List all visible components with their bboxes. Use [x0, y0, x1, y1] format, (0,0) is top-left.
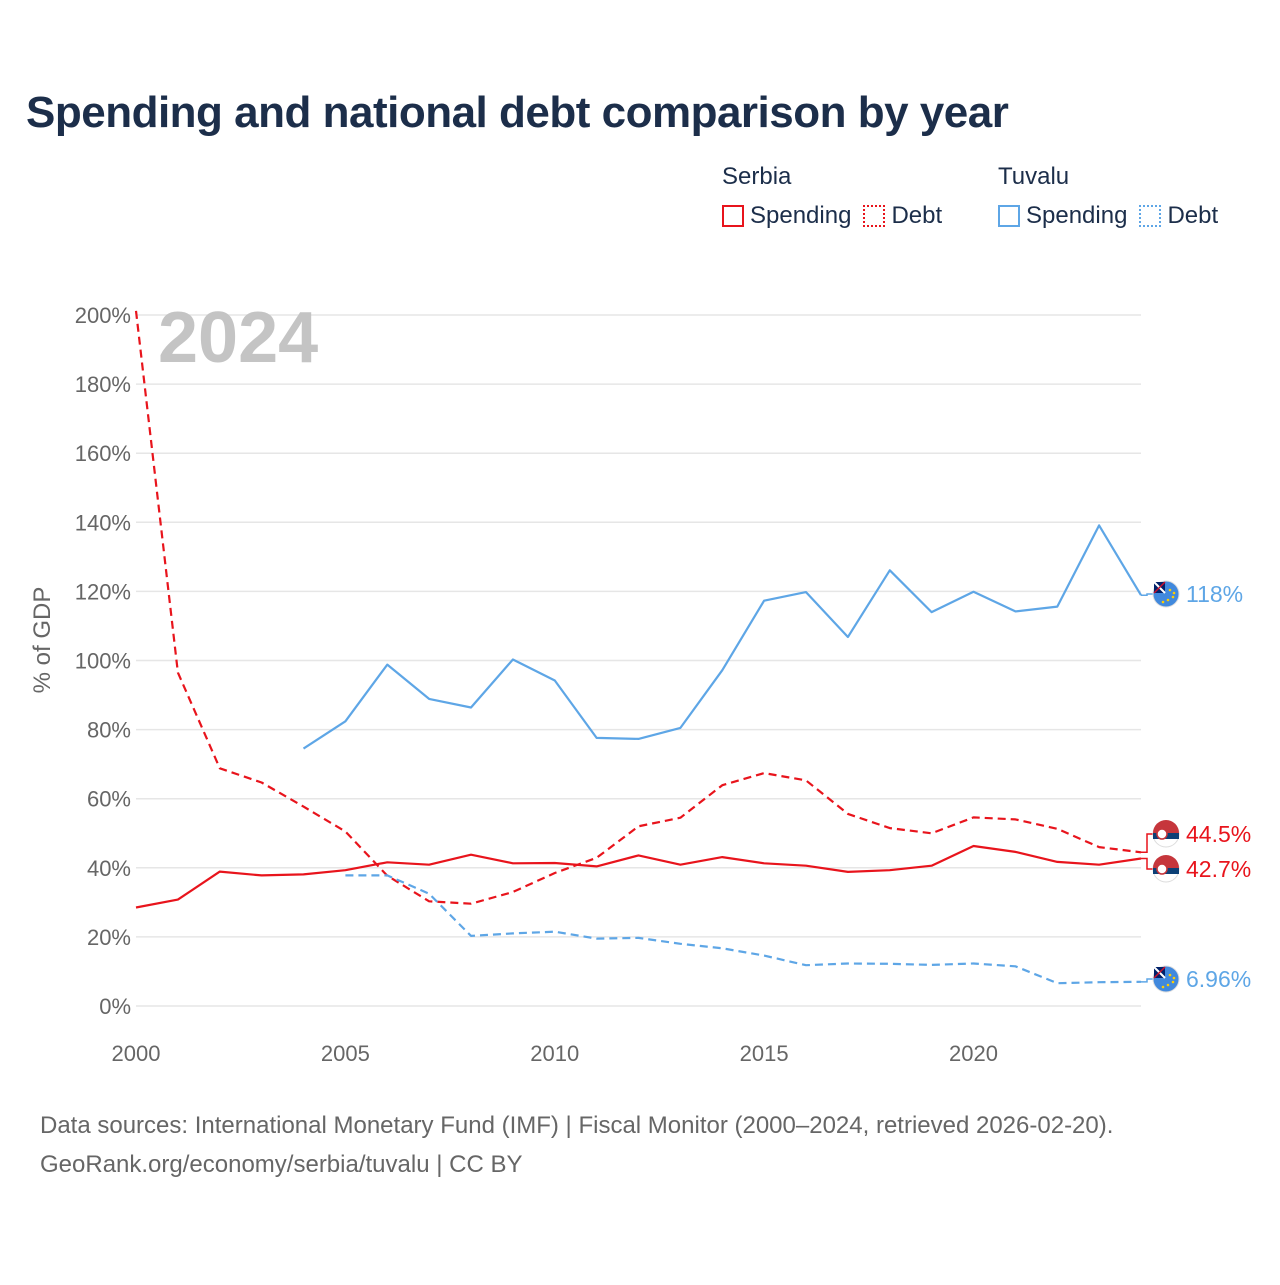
- x-tick-label: 2000: [112, 1041, 161, 1066]
- end-value-label-serbia-spending: 42.7%: [1186, 856, 1251, 882]
- chart-title: Spending and national debt comparison by…: [26, 88, 1009, 137]
- legend-swatch-serbia-debt: [863, 205, 886, 227]
- y-tick-label: 100%: [75, 649, 131, 674]
- axis-layer: 0% 20% 40% 60% 80% 100% 120% 140% 160% 180% 200% 20…: [75, 303, 998, 1066]
- tuvalu-flag-icon: [1152, 580, 1180, 608]
- legend-item-tuvalu-debt[interactable]: Debt: [1139, 204, 1218, 228]
- y-tick-label: 140%: [75, 510, 131, 535]
- legend-label: Debt: [1167, 202, 1219, 229]
- year-watermark: 2024: [158, 298, 318, 378]
- legend-label: Debt: [891, 202, 943, 229]
- y-tick-label: 40%: [87, 856, 131, 881]
- legend-label: Spending: [1026, 202, 1128, 229]
- end-leader-line: [1141, 833, 1153, 854]
- series-line-serbia-debt[interactable]: [134, 310, 1142, 905]
- marker-layer: 42.7% 44.5% 118% 6.96%: [1141, 580, 1251, 993]
- serbia-flag-icon: [1152, 855, 1180, 883]
- source-line-1: Data sources: International Monetary Fun…: [40, 1112, 1114, 1139]
- y-tick-label: 160%: [75, 441, 131, 466]
- legend-serbia: Serbia Spending Debt: [722, 160, 954, 238]
- legend-item-serbia-spending[interactable]: Spending: [722, 204, 851, 228]
- series-line-serbia-spending[interactable]: [135, 844, 1142, 909]
- y-tick-label: 20%: [87, 925, 131, 950]
- end-value-label-tuvalu-debt: 6.96%: [1186, 966, 1251, 992]
- legend-group-title: Serbia: [722, 163, 792, 190]
- legend-item-tuvalu-spending[interactable]: Spending: [998, 204, 1127, 228]
- legend-item-serbia-debt[interactable]: Debt: [863, 204, 942, 228]
- series-line-tuvalu-spending[interactable]: [302, 524, 1142, 750]
- legend-label: Spending: [750, 202, 852, 229]
- legend-group-title: Tuvalu: [998, 163, 1070, 190]
- end-value-label-tuvalu-spending: 118%: [1186, 581, 1243, 607]
- end-leader-line: [1141, 978, 1153, 983]
- y-tick-label: 180%: [75, 372, 131, 397]
- source-line-2[interactable]: GeoRank.org/economy/serbia/tuvalu | CC B…: [40, 1151, 523, 1178]
- grid-layer: [136, 314, 1141, 1007]
- legend-swatch-serbia-spending: [722, 205, 744, 227]
- series-line-tuvalu-debt[interactable]: [345, 874, 1142, 985]
- y-tick-label: 60%: [87, 787, 131, 812]
- end-leader-line: [1141, 857, 1153, 870]
- serbia-flag-icon: [1152, 820, 1180, 848]
- y-tick-label: 120%: [75, 579, 131, 604]
- tuvalu-flag-icon: [1152, 965, 1180, 993]
- legend-swatch-tuvalu-spending: [998, 205, 1020, 227]
- x-tick-label: 2010: [530, 1041, 579, 1066]
- x-tick-label: 2015: [740, 1041, 789, 1066]
- end-value-label-serbia-debt: 44.5%: [1186, 821, 1251, 847]
- legend-tuvalu: Tuvalu Spending Debt: [998, 160, 1230, 238]
- legend-swatch-tuvalu-debt: [1139, 205, 1162, 227]
- source-note: Data sources: International Monetary Fun…: [40, 1106, 1113, 1184]
- x-tick-label: 2020: [949, 1041, 998, 1066]
- x-tick-label: 2005: [321, 1041, 370, 1066]
- y-axis-label: % of GDP: [29, 587, 56, 694]
- y-tick-label: 200%: [75, 303, 131, 328]
- y-tick-label: 0%: [99, 994, 131, 1019]
- y-tick-label: 80%: [87, 718, 131, 743]
- end-leader-line: [1141, 593, 1153, 596]
- series-layer: [134, 310, 1142, 985]
